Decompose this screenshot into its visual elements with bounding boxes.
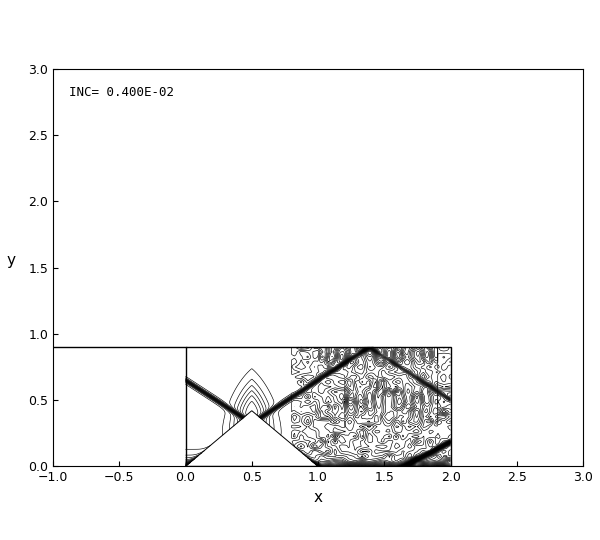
Y-axis label: y: y (7, 253, 16, 267)
Text: INC= 0.400E-02: INC= 0.400E-02 (69, 86, 174, 99)
X-axis label: x: x (314, 490, 323, 505)
Bar (185, 347, 451, 467)
